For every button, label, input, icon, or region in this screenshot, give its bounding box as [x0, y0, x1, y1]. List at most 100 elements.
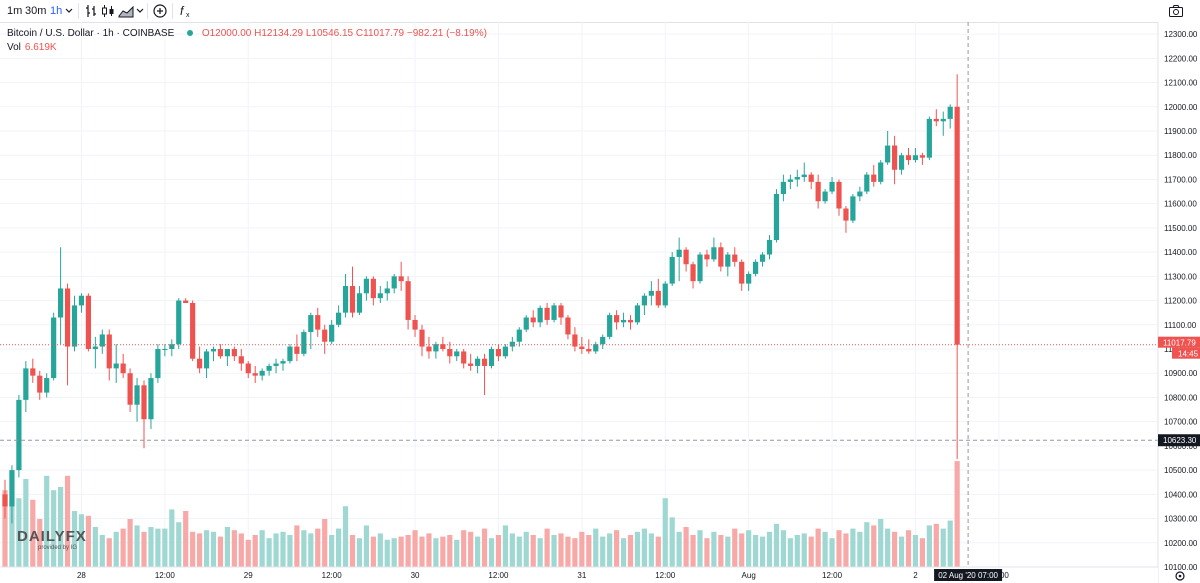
candle-body — [106, 334, 112, 369]
volume-bar — [176, 522, 182, 567]
volume-bar — [808, 536, 814, 567]
candle-body — [433, 344, 439, 352]
candle-body — [516, 329, 522, 342]
candle-body — [523, 317, 529, 330]
volume-bar — [155, 528, 161, 567]
interval-1m-button[interactable]: 1m — [7, 5, 23, 17]
volume-bar — [252, 535, 258, 567]
legend-low: L10546.15 — [305, 28, 354, 39]
time-tick-label: 12:00 — [322, 571, 343, 580]
volume-bar — [954, 461, 960, 567]
candle-body — [120, 363, 126, 374]
candle-body — [176, 300, 182, 345]
candle-body — [398, 276, 404, 282]
candle-body — [773, 193, 780, 240]
candle-body — [704, 254, 710, 260]
candle-body — [377, 293, 383, 299]
volume-bar — [447, 535, 453, 567]
toolbar-divider — [78, 3, 79, 19]
volume-bar — [516, 536, 522, 567]
volume-bar — [586, 535, 592, 567]
volume-bar — [558, 533, 564, 567]
volume-bar — [878, 519, 884, 567]
volume-bar — [801, 533, 807, 567]
volume-bar — [71, 511, 78, 567]
candle-body — [898, 155, 905, 170]
time-tick-label: 29 — [244, 571, 253, 580]
interval-30m-button[interactable]: 30m — [25, 5, 47, 17]
candle-body — [329, 324, 335, 342]
volume-bar — [933, 523, 939, 567]
price-tick-label: 11500.00 — [1164, 224, 1197, 233]
volume-bar — [627, 535, 634, 567]
candle-body — [919, 155, 925, 158]
candle-body — [558, 305, 564, 318]
price-tick-label: 11300.00 — [1164, 272, 1197, 281]
volume-bar — [356, 538, 363, 567]
volume-bar — [759, 536, 766, 567]
bar-style-icon[interactable] — [85, 3, 97, 19]
candle-body — [384, 288, 390, 294]
interval-dropdown-icon[interactable] — [65, 3, 73, 19]
candle-body — [37, 375, 43, 393]
volume-bar — [169, 509, 175, 567]
volume-bar — [648, 533, 654, 567]
volume-bar — [148, 527, 154, 567]
area-style-icon[interactable] — [118, 3, 134, 19]
compare-add-icon[interactable] — [152, 3, 168, 19]
candle-body — [190, 302, 196, 359]
candle-body — [85, 295, 91, 349]
volume-bar — [58, 487, 64, 567]
volume-bar — [127, 519, 133, 567]
candle-body — [614, 315, 620, 323]
camera-icon[interactable] — [1168, 3, 1184, 19]
volume-bar — [607, 533, 613, 567]
volume-bar — [871, 525, 877, 567]
interval-1h-button[interactable]: 1h — [50, 5, 63, 17]
candle-body — [940, 118, 946, 122]
candle-body — [78, 295, 85, 306]
volume-bar — [99, 535, 105, 567]
dailyfx-logo: DAILYFX — [17, 528, 87, 545]
volume-bar — [676, 531, 682, 567]
candle-body — [92, 346, 98, 349]
volume-bar — [141, 531, 147, 567]
volume-bar — [85, 515, 91, 567]
candle-body — [766, 240, 773, 255]
style-dropdown-icon[interactable] — [136, 3, 144, 19]
candle-body — [405, 281, 411, 320]
volume-bar — [113, 531, 119, 567]
candle-body — [627, 319, 634, 323]
volume-label: Vol — [7, 42, 21, 53]
volume-bar — [2, 490, 8, 567]
candle-body — [252, 373, 258, 376]
price-tick-label: 10700.00 — [1164, 418, 1198, 427]
candle-body — [148, 378, 154, 420]
candle-body — [857, 191, 863, 197]
volume-bar — [217, 536, 224, 567]
candle-body — [475, 358, 481, 366]
volume-bar — [947, 520, 953, 567]
candles-style-icon[interactable] — [101, 3, 115, 19]
volume-bar — [203, 530, 210, 567]
candle-body — [259, 370, 265, 376]
volume-bar — [259, 530, 265, 567]
volume-bar — [197, 533, 203, 567]
volume-bar — [739, 533, 745, 567]
volume-bar — [572, 538, 578, 567]
candle-body — [58, 288, 64, 318]
candle-body — [620, 319, 627, 323]
volume-bar — [475, 536, 481, 567]
volume-bar — [509, 533, 515, 567]
price-chart[interactable]: 12300.00 12200.00 12100.00 12000.00 11900.00… — [0, 22, 1200, 583]
volume-bar — [593, 528, 599, 567]
volume-bar — [391, 538, 397, 567]
volume-bar — [537, 538, 543, 567]
candle-body — [447, 349, 453, 357]
candle-body — [224, 349, 230, 357]
settings-icon[interactable] — [1175, 571, 1185, 581]
price-tick-label: 10400.00 — [1164, 490, 1198, 499]
candle-body — [51, 317, 57, 379]
volume-bar — [641, 528, 647, 567]
